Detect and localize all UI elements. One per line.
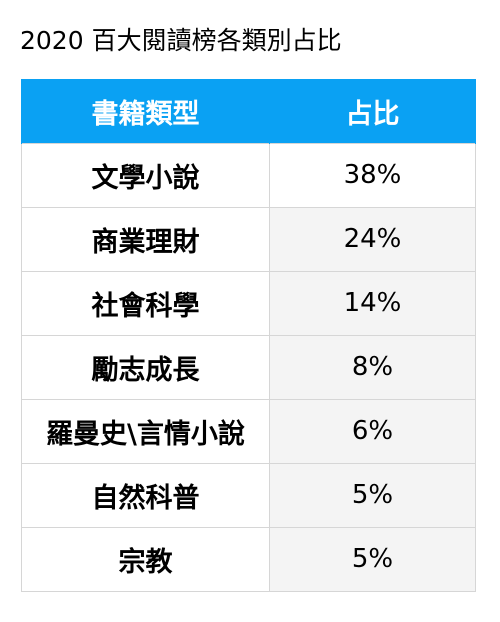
category-cell: 自然科普 [21,463,270,528]
category-cell: 商業理財 [21,207,270,272]
table-row: 文學小說 38% [21,143,476,208]
column-header-share: 占比 [269,79,476,144]
category-cell: 宗教 [21,527,270,592]
category-share-table: 書籍類型 占比 文學小說 38% 商業理財 24% 社會科學 14% 勵志成長 … [21,79,476,592]
column-header-category: 書籍類型 [21,79,270,144]
category-cell: 社會科學 [21,271,270,336]
table-row: 羅曼史\言情小說 6% [21,399,476,464]
share-cell: 14% [269,271,476,336]
share-cell: 38% [269,143,476,208]
page-title: 2020 百大閱讀榜各類別占比 [20,26,342,55]
category-cell: 勵志成長 [21,335,270,400]
table-row: 商業理財 24% [21,207,476,272]
share-cell: 6% [269,399,476,464]
category-cell: 羅曼史\言情小說 [21,399,270,464]
share-cell: 5% [269,527,476,592]
table-header-row: 書籍類型 占比 [21,79,476,144]
share-cell: 5% [269,463,476,528]
table-row: 勵志成長 8% [21,335,476,400]
table-row: 社會科學 14% [21,271,476,336]
share-cell: 24% [269,207,476,272]
table-row: 宗教 5% [21,527,476,592]
category-cell: 文學小說 [21,143,270,208]
table-row: 自然科普 5% [21,463,476,528]
share-cell: 8% [269,335,476,400]
